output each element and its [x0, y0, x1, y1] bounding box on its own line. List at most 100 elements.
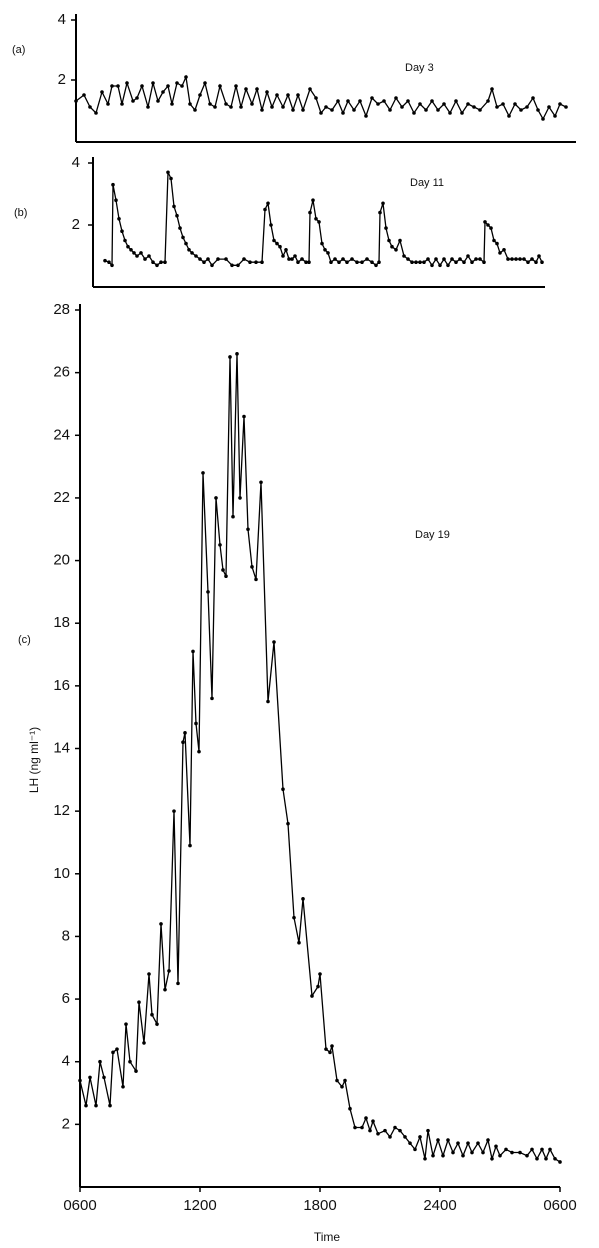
- data-point: [494, 1144, 498, 1149]
- annotation: Day 3: [405, 62, 434, 74]
- data-point: [330, 1044, 334, 1048]
- data-point: [190, 251, 194, 255]
- y-tick-label: 2: [62, 1115, 70, 1132]
- data-point: [246, 527, 250, 532]
- data-point: [406, 99, 410, 103]
- data-point: [137, 1000, 141, 1005]
- data-point: [181, 235, 185, 240]
- data-point: [400, 105, 404, 109]
- data-point: [151, 81, 155, 85]
- data-point: [259, 480, 263, 485]
- data-point: [84, 1103, 88, 1108]
- data-point: [304, 260, 308, 265]
- data-point: [330, 108, 334, 112]
- data-point: [384, 226, 388, 230]
- data-point: [308, 210, 312, 215]
- data-point: [462, 260, 466, 265]
- data-point: [519, 108, 523, 112]
- data-point: [103, 258, 107, 263]
- data-point: [514, 257, 518, 261]
- y-tick-label: 22: [53, 489, 70, 506]
- panel-label: (b): [14, 207, 27, 219]
- data-point: [150, 1012, 154, 1017]
- data-point: [442, 102, 446, 106]
- data-point: [507, 114, 511, 118]
- data-point: [88, 105, 92, 109]
- data-point: [376, 1131, 380, 1136]
- data-point: [426, 1128, 430, 1133]
- data-point: [281, 787, 285, 792]
- data-point: [139, 251, 143, 255]
- data-point: [210, 263, 214, 268]
- data-point: [441, 1153, 445, 1158]
- x-tick-label: 0600: [63, 1197, 96, 1214]
- data-point: [382, 99, 386, 103]
- data-point: [548, 1147, 552, 1152]
- data-point: [460, 111, 464, 115]
- data-point: [201, 471, 205, 475]
- data-point: [208, 102, 212, 106]
- data-point: [110, 263, 114, 268]
- data-point: [187, 248, 191, 252]
- data-point: [364, 114, 368, 118]
- data-point: [155, 263, 159, 268]
- data-point: [107, 260, 111, 265]
- data-point: [454, 99, 458, 103]
- y-tick-label: 4: [58, 11, 66, 28]
- data-point: [450, 257, 454, 261]
- data-point: [167, 969, 171, 973]
- data-point: [489, 226, 493, 230]
- data-point: [224, 257, 228, 261]
- data-point: [129, 248, 133, 252]
- data-point: [326, 251, 330, 255]
- data-point: [534, 260, 538, 265]
- data-point: [461, 1153, 465, 1158]
- data-point: [115, 1047, 119, 1051]
- data-point: [94, 111, 98, 115]
- data-point: [88, 1075, 92, 1080]
- data-point: [275, 241, 279, 246]
- data-point: [540, 260, 544, 265]
- data-point: [502, 248, 506, 252]
- y-tick-label: 6: [62, 990, 70, 1007]
- data-point: [418, 1135, 422, 1139]
- data-point: [355, 260, 359, 265]
- data-point: [230, 263, 234, 268]
- data-point: [180, 84, 184, 88]
- data-point: [418, 102, 422, 106]
- data-point: [414, 260, 418, 265]
- data-point: [370, 260, 374, 265]
- data-point: [94, 1103, 98, 1108]
- data-point: [448, 111, 452, 115]
- data-point: [544, 1157, 548, 1161]
- y-tick-label: 18: [53, 614, 70, 631]
- data-point: [498, 251, 502, 255]
- data-point: [125, 81, 129, 85]
- data-point: [530, 257, 534, 261]
- data-point: [296, 93, 300, 97]
- y-tick-label: 28: [53, 301, 70, 318]
- data-point: [275, 93, 279, 97]
- data-point: [558, 102, 562, 106]
- data-point: [114, 198, 118, 202]
- data-point: [442, 257, 446, 261]
- data-point: [398, 238, 402, 243]
- data-point: [376, 102, 380, 106]
- data-point: [360, 1125, 364, 1130]
- data-point: [147, 972, 151, 976]
- data-point: [358, 99, 362, 103]
- annotation: Day 11: [410, 177, 444, 189]
- data-point: [388, 108, 392, 112]
- data-point: [536, 108, 540, 112]
- data-point: [163, 260, 167, 265]
- data-point: [156, 99, 160, 103]
- data-point: [135, 254, 139, 258]
- data-point: [422, 260, 426, 265]
- data-point: [111, 182, 115, 187]
- data-point: [135, 96, 139, 100]
- data-point: [360, 260, 364, 265]
- data-point: [98, 1059, 102, 1064]
- data-point: [393, 1125, 397, 1130]
- data-point: [74, 99, 78, 103]
- data-point: [278, 244, 282, 249]
